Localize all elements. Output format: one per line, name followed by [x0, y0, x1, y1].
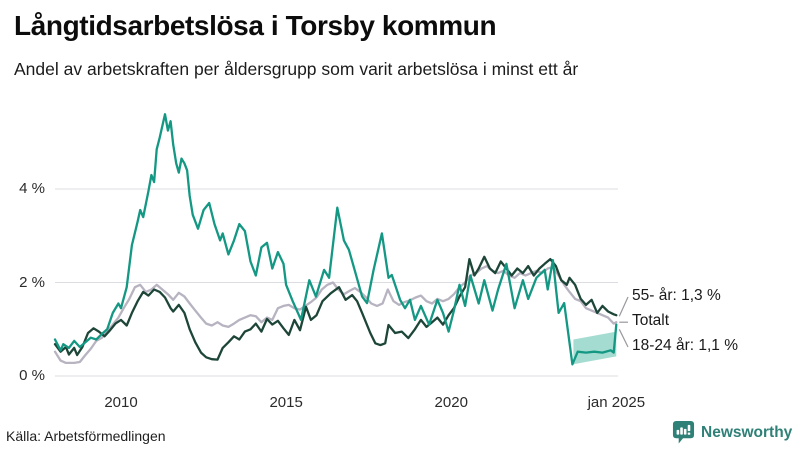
y-axis-tick-label: 4 %: [19, 180, 45, 197]
callout-connector: [618, 329, 629, 348]
x-axis-tick-label: jan 2025: [587, 394, 646, 411]
series-line-55: [53, 255, 618, 361]
x-axis-tick-label: 2010: [104, 394, 138, 411]
source-note: Källa: Arbetsförmedlingen: [6, 428, 166, 444]
series-callout: Totalt: [632, 312, 670, 330]
brand-name: Newsworthy: [701, 423, 793, 441]
series-callout: 18-24 år: 1,1 %: [632, 337, 738, 354]
chart-bubble-icon: [672, 420, 695, 445]
page-subtitle: Andel av arbetskraften per åldersgrupp s…: [14, 59, 579, 79]
series-line-totalt: [53, 264, 618, 365]
y-axis-tick-label: 0 %: [19, 367, 45, 384]
newsworthy-logo[interactable]: Newsworthy: [672, 420, 792, 445]
series-line-18-24: [53, 113, 618, 366]
uncertainty-band: [573, 331, 617, 365]
series-callout: 55- år: 1,3 %: [632, 286, 721, 304]
y-axis-tick-label: 2 %: [19, 273, 45, 291]
x-axis-tick-label: 2015: [269, 394, 303, 411]
page-title: Långtidsarbetslösa i Torsby kommun: [14, 10, 497, 41]
x-axis-tick-label: 2020: [434, 394, 468, 411]
callout-connector: [618, 296, 629, 317]
